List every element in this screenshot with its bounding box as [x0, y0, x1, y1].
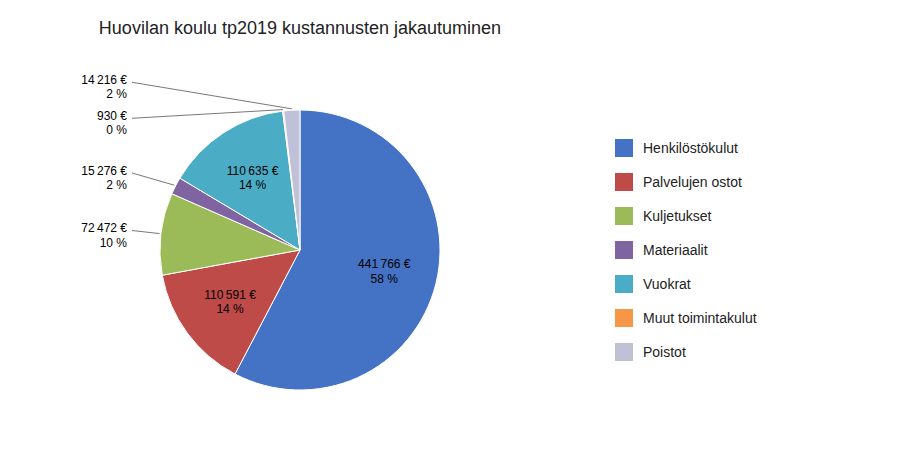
value-label: 14 216 € [81, 73, 127, 87]
slices [160, 110, 440, 390]
value-label: 110 591 € [204, 288, 256, 302]
share-label: 14 % [216, 302, 244, 316]
data-label: 110 591 €14 % [204, 288, 256, 316]
value-label: 930 € [97, 109, 127, 123]
share-label: 10 % [100, 236, 128, 250]
legend-swatch [615, 275, 633, 293]
slice [180, 111, 300, 250]
legend-label: Poistot [643, 344, 686, 360]
legend: Henkilöstökulut Palvelujen ostot Kuljetuks… [615, 139, 757, 361]
legend-swatch [615, 139, 633, 157]
legend-swatch [615, 241, 633, 259]
share-label: 2 % [106, 178, 127, 192]
value-label: 15 276 € [81, 164, 127, 178]
legend-label: Kuljetukset [643, 208, 712, 224]
value-label: 441 766 € [358, 257, 411, 271]
chart-container: Huovilan koulu tp2019 kustannusten jakau… [0, 0, 924, 451]
legend-label: Palvelujen ostot [643, 174, 742, 190]
legend-label: Materiaalit [643, 242, 708, 258]
legend-swatch [615, 309, 633, 327]
legend-swatch [615, 343, 633, 361]
leader-line [132, 173, 174, 185]
legend-swatch [615, 173, 633, 191]
pie-chart: Huovilan koulu tp2019 kustannusten jakau… [0, 0, 924, 451]
legend-label: Muut toimintakulut [643, 310, 757, 326]
data-label: 930 €0 % [97, 109, 127, 137]
leader-line [132, 82, 292, 109]
data-label: 15 276 €2 % [81, 164, 127, 192]
share-label: 14 % [239, 178, 267, 192]
page: {"chart_data": { "type": "pie", "title":… [0, 0, 924, 451]
slice [283, 111, 300, 250]
share-label: 2 % [106, 87, 127, 101]
data-label: 441 766 €58 % [358, 257, 411, 285]
data-labels: 441 766 €58 %110 591 €14 %110 635 €14 %1… [81, 73, 411, 317]
leader-line [132, 110, 283, 119]
title: Huovilan koulu tp2019 kustannusten jakau… [99, 18, 501, 38]
data-label: 72 472 €10 % [81, 221, 127, 249]
data-label: 110 635 €14 % [227, 164, 279, 192]
value-label: 72 472 € [81, 221, 127, 235]
value-label: 110 635 € [227, 164, 279, 178]
leader-line [132, 231, 160, 234]
data-label: 14 216 €2 % [81, 73, 127, 101]
legend-label: Vuokrat [643, 276, 691, 292]
legend-label: Henkilöstökulut [643, 140, 738, 156]
legend-swatch [615, 207, 633, 225]
share-label: 58 % [371, 272, 399, 286]
share-label: 0 % [106, 123, 127, 137]
slice [284, 110, 300, 250]
